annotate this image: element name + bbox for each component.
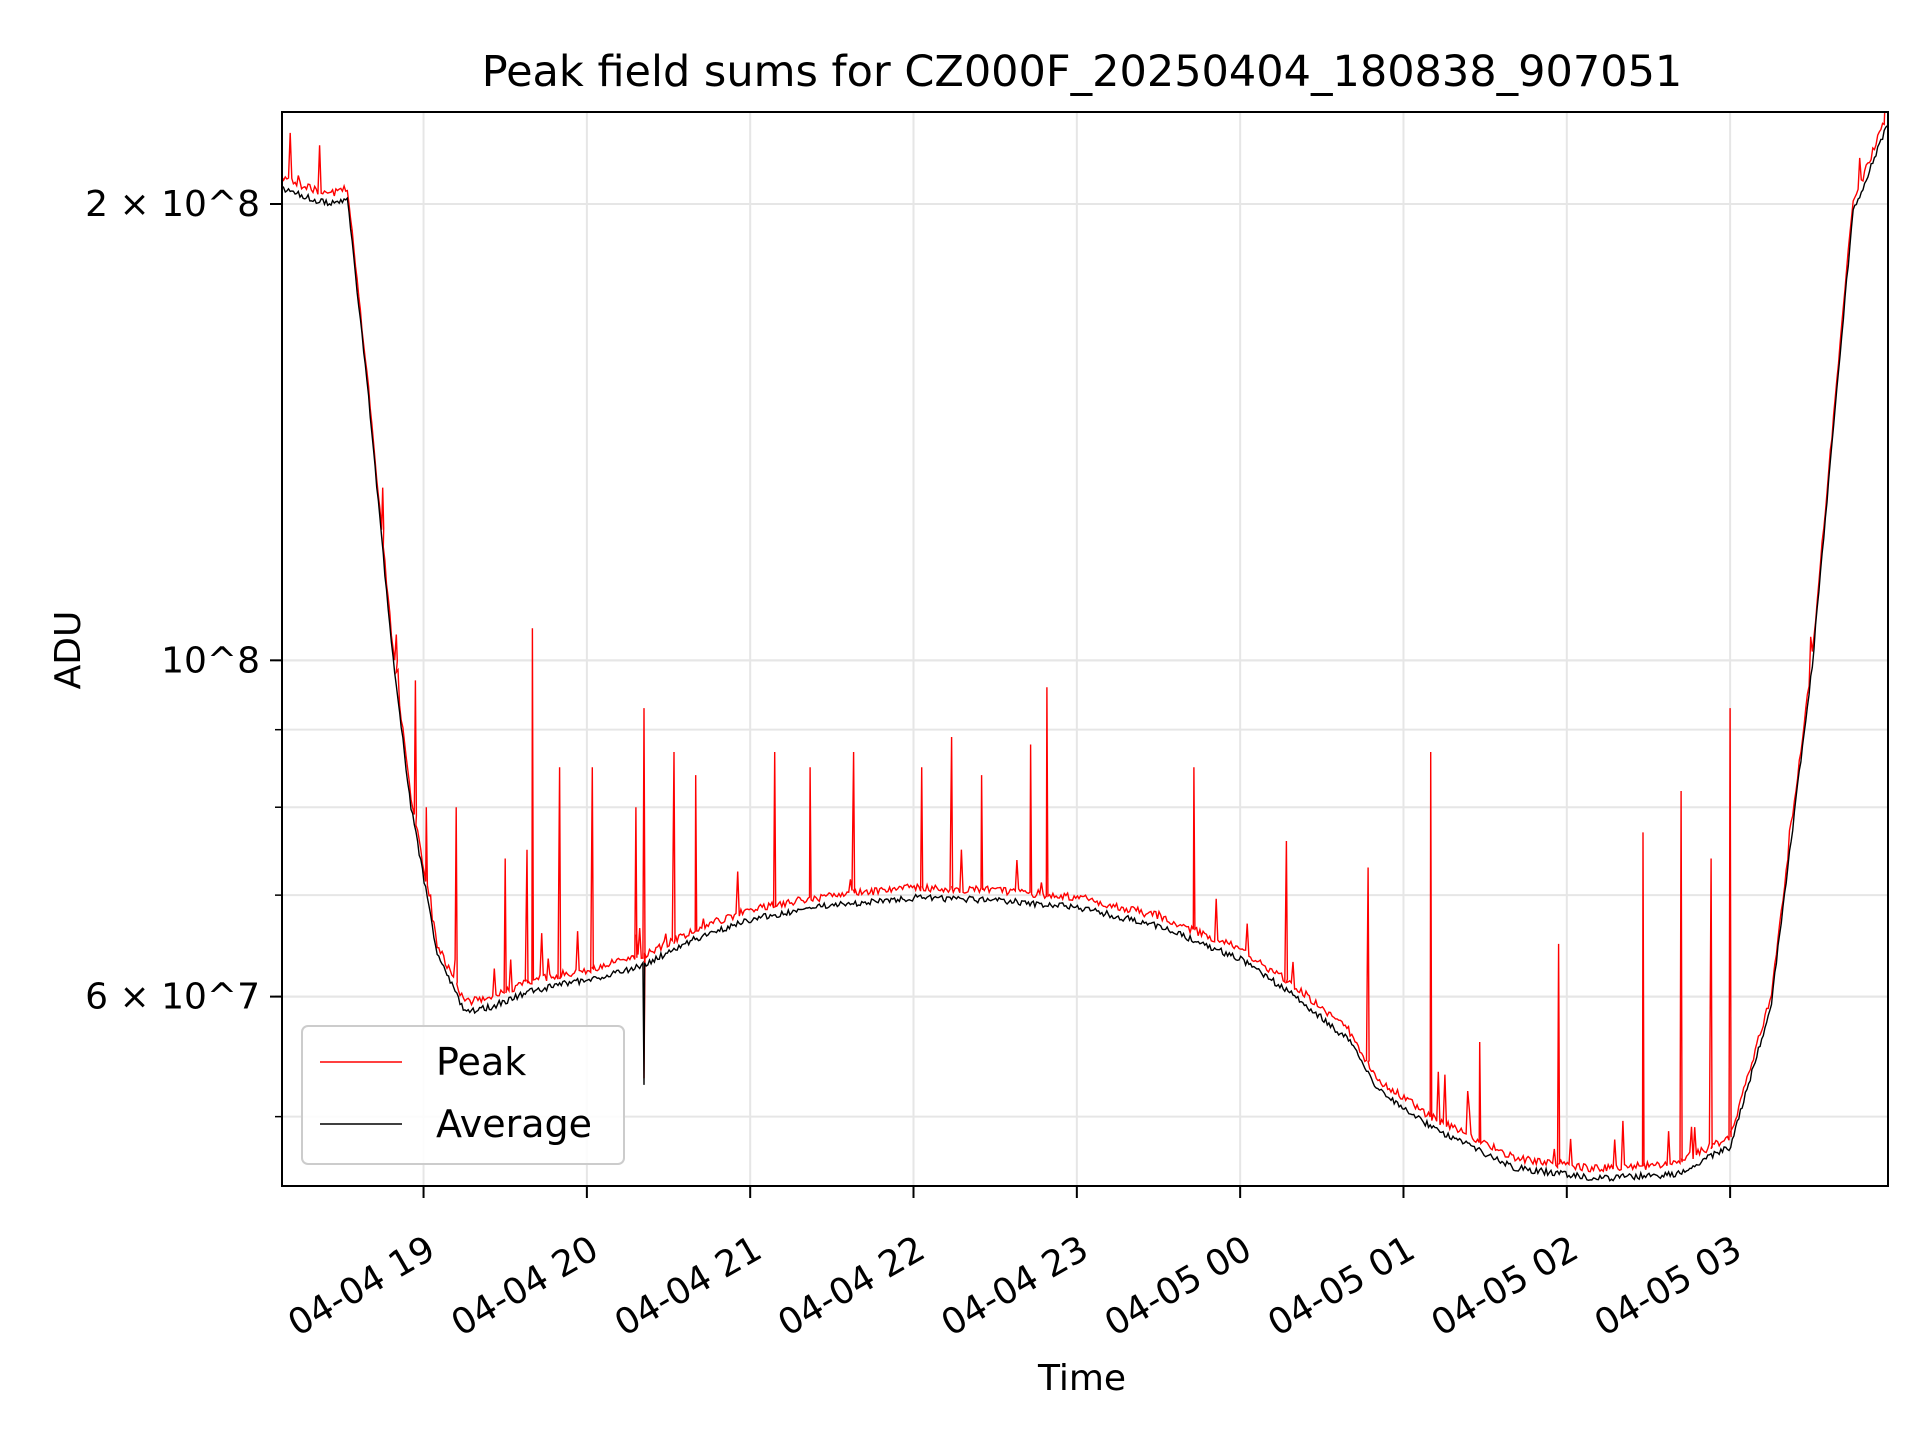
y-tick-label: 2 × 10^8	[85, 184, 260, 225]
y-tick-label: 10^8	[161, 640, 260, 681]
legend-label-average: Average	[436, 1102, 592, 1146]
chart-title: Peak field sums for CZ000F_20250404_1808…	[482, 47, 1683, 97]
legend-box	[301, 1025, 625, 1165]
series-line-peak	[282, 112, 1888, 1173]
legend-label-peak: Peak	[436, 1040, 526, 1084]
y-axis-title: ADU	[48, 611, 89, 690]
series-line-average	[282, 125, 1888, 1182]
axes-frame	[281, 111, 1889, 1187]
y-tick-label: 6 × 10^7	[85, 977, 260, 1018]
legend: Peak Average	[301, 1025, 625, 1165]
x-axis-title: Time	[1037, 1358, 1126, 1399]
